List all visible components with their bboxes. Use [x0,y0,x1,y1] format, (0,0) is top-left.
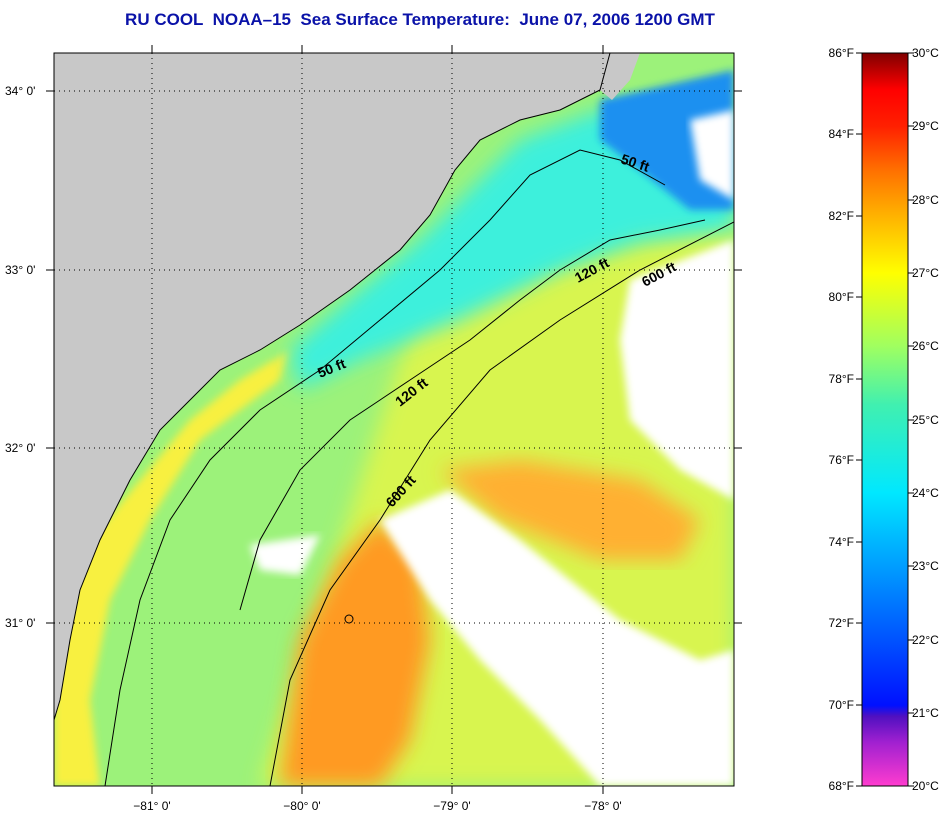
contour-50ft [104,149,666,786]
map-title: RU COOL NOAA–15 Sea Surface Temperature:… [125,10,715,29]
contour-600ft [269,221,734,786]
graticule [54,53,734,786]
cb-c-30: 30°C [912,46,939,60]
cb-f-76: 76°F [829,453,854,467]
coastline [54,53,611,721]
lon-label-78: −78° 0' [584,799,621,813]
cb-c-28: 28°C [912,193,939,207]
cb-f-74: 74°F [829,535,854,549]
cb-f-78: 78°F [829,372,854,386]
shelf-cool-band [290,110,734,390]
cb-f-72: 72°F [829,616,854,630]
lat-label-34: 34° 0' [5,84,35,98]
colorbar: 86°F 84°F 82°F 80°F 78°F 76°F 74°F 72°F … [829,46,940,793]
land-mass-north [600,53,640,100]
contour-120ft [239,219,706,611]
lat-label-32: 32° 0' [5,441,35,455]
map-frame [53,52,735,787]
cb-c-20: 20°C [912,779,939,793]
lat-label-33: 33° 0' [5,263,35,277]
cb-f-82: 82°F [829,209,854,223]
cb-c-23: 23°C [912,559,939,573]
cb-c-29: 29°C [912,119,939,133]
cb-c-27: 27°C [912,266,939,280]
nearshore-warm-strip [54,350,290,786]
cb-c-26: 26°C [912,339,939,353]
cb-f-68: 68°F [829,779,854,793]
lon-label-80: −80° 0' [283,799,320,813]
cb-c-21: 21°C [912,706,939,720]
cb-f-86: 86°F [829,46,854,60]
axis-ticks [46,45,742,794]
lat-label-31: 31° 0' [5,616,35,630]
cb-c-24: 24°C [912,486,939,500]
cloud-mask [250,110,734,786]
land-mass [54,53,610,720]
cb-c-25: 25°C [912,413,939,427]
warm-eddy [440,460,700,560]
lon-label-81: −81° 0' [133,799,170,813]
cb-f-70: 70°F [829,698,854,712]
lon-label-79: −79° 0' [433,799,470,813]
gulf-stream-warm-core [280,520,430,786]
colorbar-ramp [861,52,909,787]
cb-f-80: 80°F [829,290,854,304]
cb-c-22: 22°C [912,633,939,647]
sst-image [54,53,734,786]
cb-f-84: 84°F [829,127,854,141]
